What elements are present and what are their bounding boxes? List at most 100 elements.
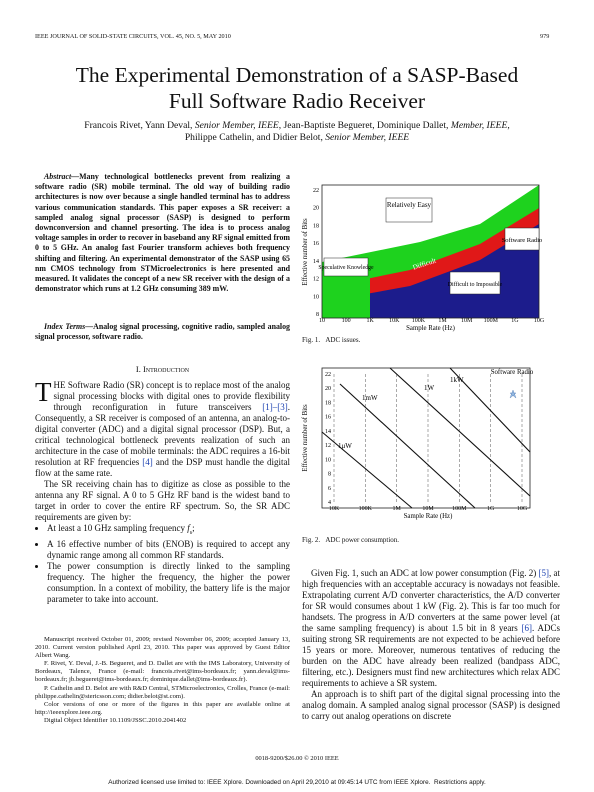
- caption-text: ADC issues.: [325, 336, 361, 344]
- abstract-label: Abstract—: [44, 172, 80, 181]
- x-axis-label: Sample Rate (Hz): [404, 513, 453, 520]
- footnote: Color versions of one or more of the fig…: [35, 700, 290, 716]
- y-tick-label: 10: [325, 457, 331, 463]
- x-tick-label: 10K: [329, 506, 340, 512]
- citation: [1]–[3]: [262, 402, 288, 412]
- index-terms-text: Analog signal processing, cognitive radi…: [35, 322, 291, 342]
- y-tick-label: 8: [328, 472, 331, 478]
- caption-label: Fig. 1.: [302, 336, 321, 344]
- x-axis-label: Sample Rate (Hz): [406, 325, 455, 332]
- text: At least a 10 GHz sampling frequency: [47, 523, 188, 533]
- x-tick-label: 100: [342, 318, 351, 324]
- y-tick-label: 20: [313, 206, 319, 212]
- citation: [5]: [538, 568, 549, 578]
- plot-frame: [321, 184, 540, 319]
- y-tick-label: 20: [325, 386, 331, 392]
- power-line-label: 1μW: [338, 442, 352, 450]
- abstract: Abstract—Many technological bottlenecks …: [35, 172, 290, 294]
- bullet-list: At least a 10 GHz sampling frequency fs;…: [35, 523, 290, 605]
- y-tick-label: 14: [325, 429, 331, 435]
- y-tick-label: 4: [328, 500, 331, 506]
- region-label: Relatively Easy: [387, 201, 432, 209]
- label-box: [449, 271, 501, 295]
- drop-cap: T: [35, 377, 52, 407]
- footnotes: Manuscript received October 01, 2009; re…: [35, 636, 290, 725]
- x-tick-label: 100K: [359, 506, 373, 512]
- symbol: f: [187, 523, 190, 533]
- y-tick-label: 12: [325, 443, 331, 449]
- label-box: [323, 257, 369, 277]
- license: Authorized licensed use limited to: IEEE…: [108, 779, 486, 786]
- bullet: A 16 effective number of bits (ENOB) is …: [47, 539, 290, 561]
- figure-1: Relatively Easy Software Radio Speculati…: [302, 184, 545, 332]
- footnote: P. Cathelin and D. Belot are with R&D Ce…: [35, 684, 290, 700]
- software-radio-star: [509, 389, 517, 399]
- y-tick-label: 18: [325, 400, 331, 406]
- text: HE Software Radio (SR) concept is to rep…: [53, 380, 291, 412]
- intro: T HE Software Radio (SR) concept is to re…: [35, 377, 291, 605]
- x-tick-label: 100M: [484, 318, 499, 324]
- author-names: Philippe Cathelin, and Didier Belot,: [184, 132, 326, 143]
- abstract-text: Many technological bottlenecks prevent f…: [35, 172, 290, 294]
- text: and the DSP must handle the digital flow…: [35, 457, 290, 478]
- caption-label: Fig. 2.: [302, 536, 321, 544]
- x-tick-label: 10G: [534, 318, 545, 324]
- punct: ,: [507, 120, 510, 131]
- title: The Experimental Demonstration of a SASP…: [20, 62, 574, 114]
- region-label-line: Relatively Easy: [387, 201, 432, 209]
- text: Given Fig. 1, such an ADC at low power c…: [311, 568, 539, 578]
- software-radio-label: Software Radio: [491, 369, 534, 376]
- author-line: Philippe Cathelin, and Didier Belot, Sen…: [20, 132, 574, 144]
- x-tick-label: 10M: [422, 506, 434, 512]
- y-tick-label: 16: [313, 241, 319, 247]
- paragraph: Given Fig. 1, such an ADC at low power c…: [302, 568, 560, 689]
- figure-caption: Fig. 2. ADC power consumption.: [302, 536, 399, 544]
- power-line: [321, 431, 413, 509]
- x-tick-label: 1M: [438, 318, 447, 324]
- x-tick-label: 1M: [392, 506, 401, 512]
- page-number: 979: [540, 33, 550, 40]
- footnote: Manuscript received October 01, 2009; re…: [35, 636, 290, 660]
- text: . ADCs suiting strong SR requirements ar…: [302, 623, 560, 688]
- running-header: IEEE JOURNAL OF SOLID-STATE CIRCUITS, VO…: [35, 33, 231, 40]
- subscript: s: [189, 529, 193, 536]
- x-tick-label: 100M: [452, 506, 467, 512]
- region-blue: [322, 224, 539, 318]
- y-axis-label: Effective number of Bits: [302, 218, 309, 286]
- footnote: Digital Object Identifier 10.1109/JSSC.2…: [44, 716, 187, 724]
- footnote: F. Rivet, Y. Deval, J.-B. Begueret, and …: [35, 660, 290, 684]
- section-heading: I. Introduction: [135, 364, 190, 374]
- y-tick-label: 16: [325, 415, 331, 421]
- y-tick-label: 8: [316, 312, 319, 318]
- region-label: Difficult to Impossible: [448, 281, 503, 288]
- power-line: [449, 367, 531, 453]
- paragraph: The SR receiving chain has to digitize a…: [35, 479, 290, 522]
- x-tick-label: 10G: [517, 506, 528, 512]
- copyright: 0018-9200/$26.00 © 2010 IEEE: [255, 755, 339, 762]
- x-tick-label: 1K: [367, 318, 375, 324]
- member-grade: Senior Member, IEEE: [325, 132, 410, 143]
- x-tick-label: 1G: [487, 506, 495, 512]
- power-line-label: 1mW: [362, 394, 378, 402]
- y-tick-label: 18: [313, 223, 319, 229]
- power-line-label: 1W: [424, 384, 435, 392]
- x-tick-label: 10K: [389, 318, 400, 324]
- citation: [4]: [142, 457, 153, 467]
- index-terms-label: Index Terms—: [44, 322, 94, 331]
- region-label: Speculative Knowledge: [318, 265, 374, 271]
- plot-frame: [321, 367, 531, 509]
- y-tick-label: 22: [325, 372, 331, 378]
- paragraph: An approach is to shift part of the digi…: [302, 689, 560, 721]
- power-line-label: 1kW: [450, 376, 464, 384]
- region-green-left: [322, 268, 370, 318]
- region-label: Software Radio: [502, 237, 543, 244]
- text: . Consequently, a SR receiver is compose…: [35, 402, 290, 467]
- x-tick-label: 1G: [511, 318, 519, 324]
- paragraph: T HE Software Radio (SR) concept is to re…: [35, 377, 291, 479]
- bullet: The power consumption is directly linked…: [47, 561, 290, 605]
- y-tick-label: 10: [313, 294, 319, 300]
- member-grade: Member, IEEE: [450, 120, 508, 131]
- author-names: , Jean-Baptiste Begueret, Dominique Dall…: [278, 120, 451, 131]
